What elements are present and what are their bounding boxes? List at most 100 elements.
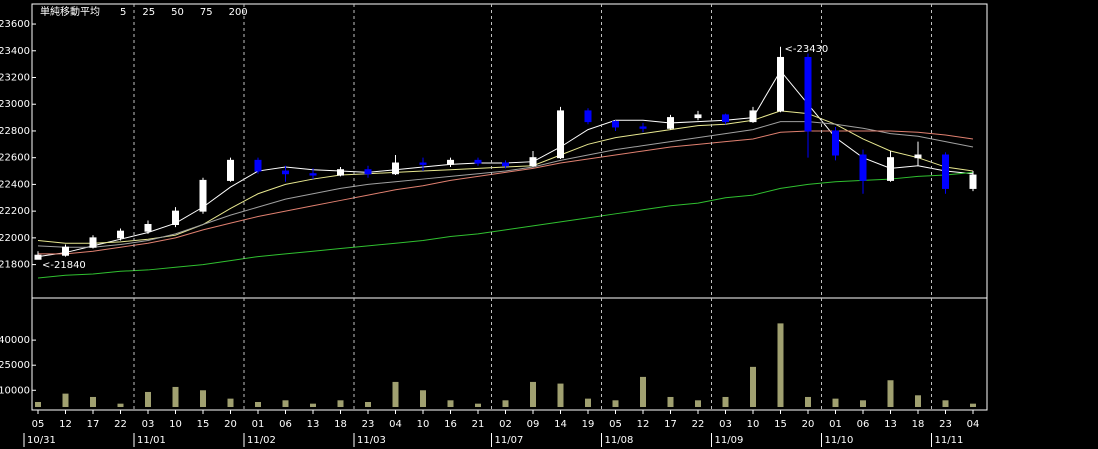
volume-bar [200, 390, 206, 407]
ma-line [38, 130, 974, 255]
candle-body [639, 126, 647, 129]
x-tick-label: 03 [142, 419, 155, 430]
x-tick-label: 19 [582, 419, 595, 430]
legend-entry: 25 [142, 7, 155, 18]
date-label: 10/31 [27, 435, 56, 446]
y-tick-label: 10000 [0, 385, 30, 396]
volume-bar [475, 403, 481, 407]
volume-bar [667, 396, 674, 407]
x-tick-label: 06 [857, 419, 870, 430]
candle-body [254, 159, 262, 172]
y-tick-label: 22400 [0, 179, 30, 190]
x-tick-label: 10 [747, 419, 760, 430]
x-tick-label: 20 [224, 419, 237, 430]
x-tick-label: 23 [939, 419, 952, 430]
x-tick-label: 22 [114, 419, 127, 430]
y-tick-label: 23400 [0, 46, 30, 57]
candle-body [337, 169, 344, 176]
volume-bar [860, 400, 866, 407]
volume-bar [777, 323, 784, 407]
volume-bar [227, 398, 234, 407]
volume-bar [420, 390, 426, 407]
y-tick-label: 23600 [0, 19, 30, 30]
volume-bar [117, 403, 124, 407]
volume-bar [90, 396, 96, 407]
volume-bar [145, 391, 151, 407]
volume-bar [585, 398, 591, 407]
candle-body [887, 157, 894, 181]
volume-bar [172, 386, 179, 407]
volume-bar [612, 400, 619, 407]
date-label: 11/10 [825, 435, 854, 446]
volume-bar [722, 396, 729, 407]
candle-body [832, 130, 839, 156]
candle-body [474, 159, 482, 164]
x-tick-label: 12 [637, 419, 650, 430]
x-tick-label: 10 [169, 419, 182, 430]
y-tick-label: 25000 [0, 360, 30, 371]
x-tick-label: 17 [664, 419, 677, 430]
candle-body [117, 230, 124, 239]
date-label: 11/07 [495, 435, 524, 446]
volume-bar [640, 376, 646, 407]
candle-body [667, 117, 674, 129]
volume-bar [970, 403, 976, 407]
x-tick-label: 15 [774, 419, 787, 430]
candle-body [584, 110, 592, 123]
volume-bar [887, 380, 894, 407]
volume-bar [392, 381, 399, 407]
x-tick-label: 18 [912, 419, 925, 430]
volume-bar [35, 401, 41, 407]
volume-bar [365, 401, 371, 407]
candle-body [722, 114, 729, 123]
candle-body [172, 210, 179, 226]
volume-bar [255, 401, 261, 407]
x-tick-label: 21 [472, 419, 485, 430]
x-tick-label: 13 [884, 419, 897, 430]
y-tick-label: 22200 [0, 206, 30, 217]
candle-body [364, 169, 372, 175]
y-tick-label: 22600 [0, 153, 30, 164]
annotation: <-21840 [42, 260, 86, 271]
x-tick-label: 22 [692, 419, 705, 430]
volume-bar [832, 398, 839, 407]
candle-body [612, 121, 619, 128]
volume-bar [557, 383, 564, 407]
x-tick-label: 09 [527, 419, 540, 430]
date-label: 11/03 [357, 435, 386, 446]
x-tick-label: 01 [829, 419, 842, 430]
candle-body [62, 246, 69, 256]
y-tick-label: 23200 [0, 73, 30, 84]
candle-body [419, 162, 427, 165]
x-tick-label: 01 [252, 419, 265, 430]
volume-bar [530, 381, 536, 407]
x-tick-label: 06 [279, 419, 292, 430]
candle-body [777, 56, 784, 112]
candle-body [34, 254, 42, 260]
date-label: 11/01 [137, 435, 166, 446]
candle-body [89, 237, 97, 248]
candle-body [969, 174, 977, 189]
volume-bar [310, 403, 316, 407]
y-tick-label: 22800 [0, 126, 30, 137]
y-tick-label: 21800 [0, 260, 30, 271]
x-tick-label: 15 [197, 419, 210, 430]
candle-body [502, 162, 509, 167]
volume-bar [62, 393, 69, 407]
x-tick-label: 17 [87, 419, 100, 430]
volume-bar [915, 395, 921, 407]
volume-bar [502, 400, 509, 407]
candle-body [282, 170, 289, 175]
x-tick-label: 14 [554, 419, 567, 430]
candle-body [447, 159, 454, 165]
date-label: 11/11 [935, 435, 964, 446]
volume-bar [447, 400, 454, 407]
y-tick-label: 40000 [0, 335, 30, 346]
volume-bar [942, 400, 949, 407]
date-label: 11/02 [247, 435, 276, 446]
candle-body [749, 110, 757, 123]
y-tick-label: 22000 [0, 233, 30, 244]
x-tick-label: 12 [59, 419, 72, 430]
x-tick-label: 10 [417, 419, 430, 430]
x-tick-label: 04 [967, 419, 980, 430]
